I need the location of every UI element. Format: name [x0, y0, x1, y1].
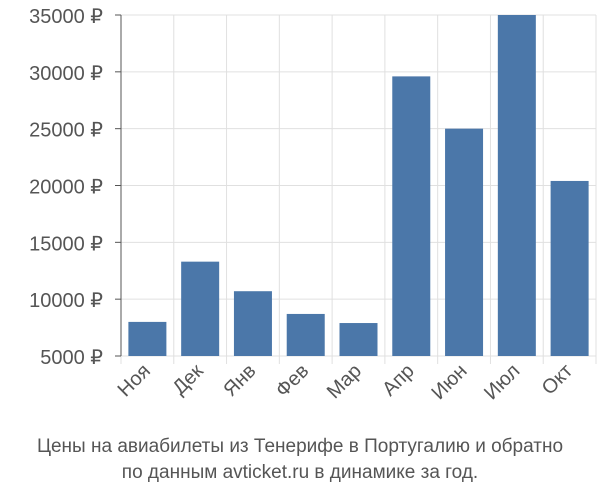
y-tick-label: 25000 ₽ [29, 120, 103, 142]
y-tick-label: 5000 ₽ [40, 347, 103, 369]
x-tick-label: Июн [427, 360, 471, 404]
bar [445, 128, 484, 356]
bar [392, 76, 431, 356]
bar [497, 15, 536, 356]
x-tick-label: Окт [538, 360, 577, 399]
x-tick-label: Янв [219, 360, 260, 401]
chart-caption-line-2: по данным avticket.ru в динамике за год. [121, 462, 479, 483]
x-tick-label: Июл [480, 360, 524, 404]
bar [339, 323, 378, 356]
y-tick-label: 30000 ₽ [29, 63, 103, 85]
chart-caption-line-1: Цены на авиабилеты из Тенерифе в Португа… [36, 436, 564, 457]
y-tick-label: 20000 ₽ [29, 177, 103, 199]
x-tick-label: Апр [378, 360, 419, 401]
bar [286, 313, 325, 356]
x-tick-label: Мар [323, 360, 366, 403]
bar [181, 261, 220, 356]
y-tick-label: 10000 ₽ [29, 290, 103, 312]
y-tick-label: 15000 ₽ [29, 233, 103, 255]
y-tick-label: 35000 ₽ [29, 6, 103, 28]
bar [550, 180, 589, 356]
x-tick-label: Фев [272, 360, 314, 402]
bar [233, 291, 272, 356]
x-tick-label: Дек [169, 360, 208, 399]
x-tick-label: Ноя [114, 360, 155, 401]
bar [128, 321, 167, 356]
bar-chart: 5000 ₽ 10000 ₽ 15000 ₽ 20000 ₽ 25000 ₽ 30000 … [29, 6, 597, 404]
